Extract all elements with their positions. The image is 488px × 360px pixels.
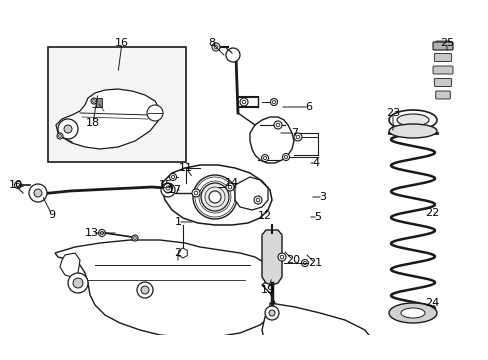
Text: 16: 16 — [115, 38, 129, 48]
Circle shape — [253, 196, 262, 204]
Circle shape — [91, 98, 97, 104]
Circle shape — [278, 253, 285, 261]
Circle shape — [240, 98, 247, 106]
Circle shape — [301, 260, 308, 266]
Circle shape — [137, 282, 153, 298]
Polygon shape — [262, 230, 282, 285]
Polygon shape — [249, 117, 293, 163]
Ellipse shape — [388, 110, 436, 130]
Text: 13: 13 — [85, 228, 99, 238]
Circle shape — [98, 230, 105, 237]
Circle shape — [297, 338, 321, 360]
Circle shape — [273, 121, 282, 129]
Polygon shape — [162, 165, 271, 225]
Circle shape — [304, 344, 315, 356]
Circle shape — [225, 183, 234, 191]
Circle shape — [212, 43, 220, 51]
Text: 6: 6 — [305, 102, 312, 112]
Text: 2: 2 — [174, 248, 181, 258]
Ellipse shape — [400, 308, 424, 318]
Circle shape — [15, 181, 21, 189]
Circle shape — [169, 174, 176, 180]
Circle shape — [334, 338, 345, 348]
Text: 24: 24 — [424, 298, 438, 308]
FancyBboxPatch shape — [432, 42, 452, 50]
Text: 5: 5 — [314, 212, 321, 222]
Circle shape — [261, 154, 268, 162]
Circle shape — [201, 183, 228, 211]
Circle shape — [34, 189, 42, 197]
Text: 11: 11 — [179, 163, 193, 173]
Circle shape — [164, 187, 171, 193]
Text: 8: 8 — [208, 38, 215, 48]
Polygon shape — [178, 248, 187, 258]
Circle shape — [208, 191, 221, 203]
Circle shape — [64, 125, 72, 133]
Text: 18: 18 — [86, 118, 100, 128]
Circle shape — [282, 153, 289, 161]
Text: 23: 23 — [385, 108, 399, 118]
Text: 3: 3 — [319, 192, 326, 202]
Polygon shape — [262, 303, 374, 360]
Circle shape — [68, 273, 88, 293]
Text: 12: 12 — [257, 211, 271, 221]
Text: 25: 25 — [439, 38, 453, 48]
Circle shape — [161, 183, 175, 197]
Circle shape — [192, 189, 200, 197]
Text: 15: 15 — [159, 180, 173, 190]
Circle shape — [270, 99, 277, 105]
Circle shape — [132, 235, 138, 241]
Ellipse shape — [396, 114, 428, 126]
Circle shape — [57, 133, 63, 139]
Text: 14: 14 — [224, 178, 239, 188]
Ellipse shape — [388, 303, 436, 323]
Circle shape — [225, 48, 240, 62]
Polygon shape — [60, 253, 80, 277]
Circle shape — [29, 184, 47, 202]
Text: 20: 20 — [285, 255, 300, 265]
FancyBboxPatch shape — [435, 41, 449, 49]
Circle shape — [73, 278, 83, 288]
FancyBboxPatch shape — [435, 91, 449, 99]
Text: 9: 9 — [48, 210, 56, 220]
FancyBboxPatch shape — [432, 66, 452, 74]
Text: 21: 21 — [307, 258, 322, 268]
Ellipse shape — [388, 124, 436, 138]
Circle shape — [141, 286, 149, 294]
Text: 19: 19 — [261, 285, 274, 295]
Text: 10: 10 — [9, 180, 23, 190]
Circle shape — [293, 133, 302, 141]
Polygon shape — [56, 89, 160, 149]
Circle shape — [268, 310, 274, 316]
Text: 17: 17 — [167, 185, 182, 195]
Bar — [96, 98, 102, 107]
Circle shape — [147, 105, 163, 121]
Text: 22: 22 — [424, 208, 438, 218]
Circle shape — [163, 184, 172, 193]
Text: 7: 7 — [291, 128, 298, 138]
FancyBboxPatch shape — [433, 78, 451, 86]
FancyBboxPatch shape — [48, 47, 185, 162]
Text: 4: 4 — [312, 158, 319, 168]
Text: 1: 1 — [174, 217, 181, 227]
Polygon shape — [235, 177, 267, 210]
FancyBboxPatch shape — [433, 54, 451, 62]
Circle shape — [58, 119, 78, 139]
Circle shape — [264, 306, 279, 320]
Circle shape — [193, 175, 237, 219]
Polygon shape — [55, 240, 274, 337]
